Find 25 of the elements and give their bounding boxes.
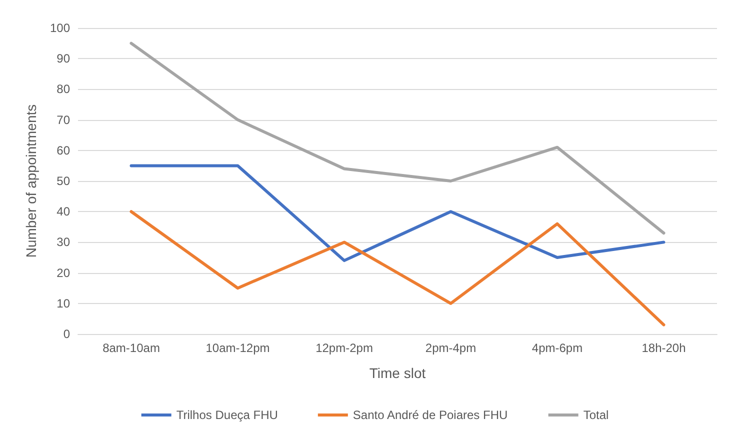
y-axis-title: Number of appointments: [23, 104, 39, 258]
x-tick-label: 8am-10am: [102, 341, 160, 355]
y-tick-label: 80: [56, 82, 70, 96]
y-tick-label: 70: [56, 112, 70, 127]
line-series: [130, 210, 666, 326]
y-tick-label: 90: [56, 52, 70, 66]
y-tick-label: 20: [56, 266, 70, 280]
y-tick-label: 0: [63, 327, 70, 341]
line-series: [130, 42, 666, 235]
x-axis-title: Time slot: [369, 365, 426, 381]
x-tick-label: 18h-20h: [642, 341, 686, 355]
legend-label: Total: [583, 408, 609, 422]
line-series: [130, 164, 666, 262]
x-tick-label: 4pm-6pm: [532, 341, 583, 355]
x-tick-label: 2pm-4pm: [425, 341, 476, 355]
y-tick-label: 40: [56, 204, 70, 219]
x-tick-label: 10am-12pm: [206, 341, 270, 355]
y-tick-label: 100: [50, 21, 70, 35]
y-tick-label: 60: [56, 143, 70, 158]
x-tick-label: 12pm-2pm: [316, 341, 373, 355]
y-tick-label: 50: [56, 174, 70, 188]
legend-label: Santo André de Poiares FHU: [352, 408, 508, 422]
y-tick-label: 10: [56, 296, 70, 310]
y-tick-label: 30: [56, 235, 70, 250]
legend-label: Trilhos Dueça FHU: [176, 408, 278, 422]
